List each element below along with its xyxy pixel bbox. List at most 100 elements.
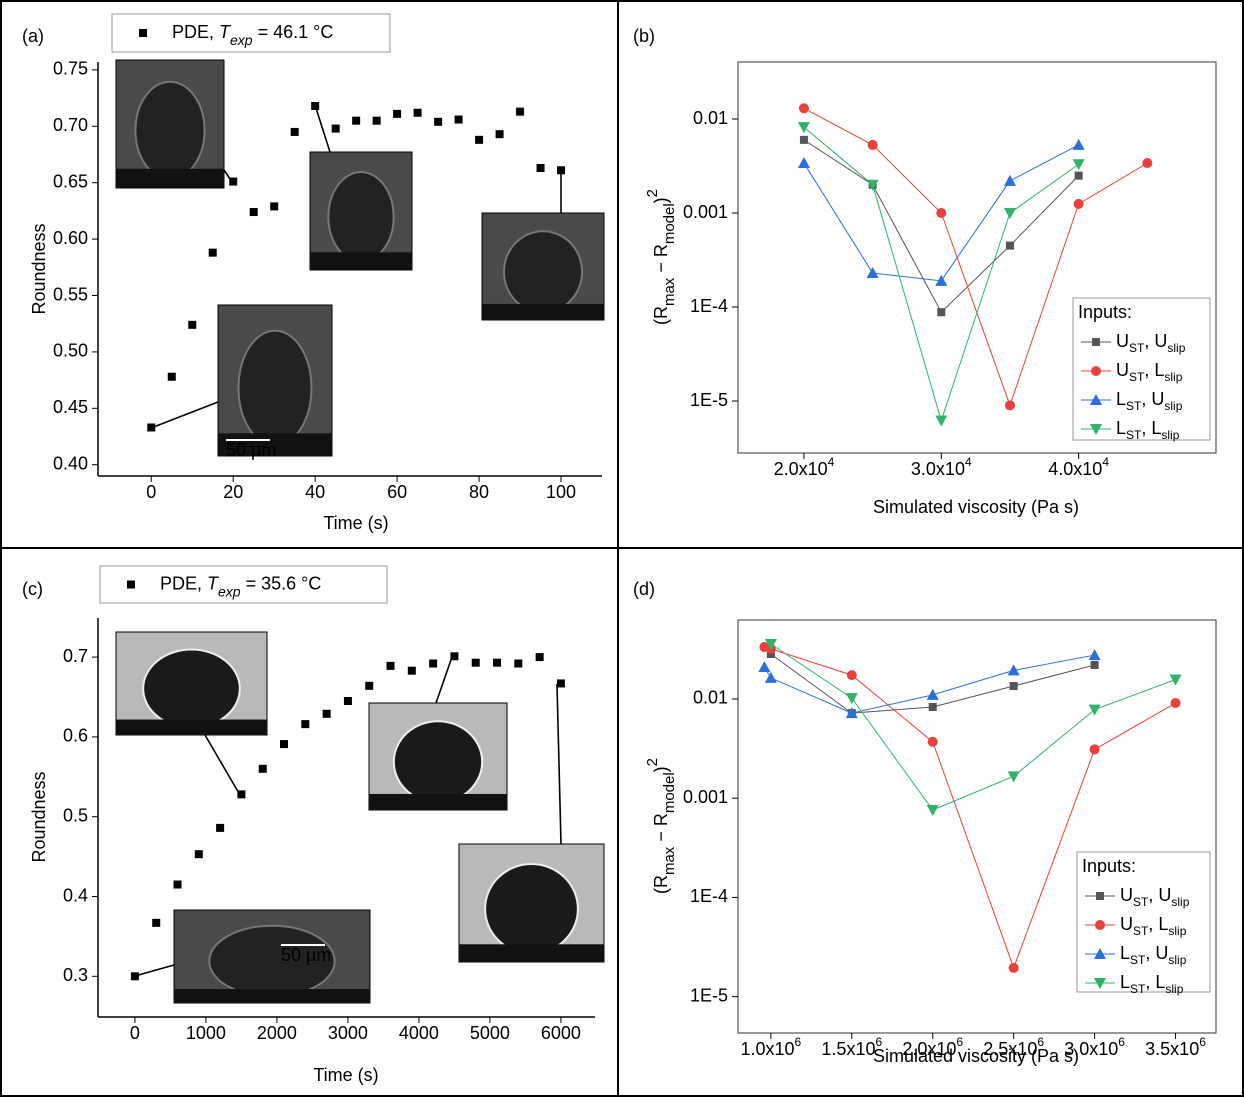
x-axis-title: Time (s)	[323, 513, 388, 533]
text-part: exp	[218, 583, 241, 599]
marker	[311, 101, 320, 110]
marker	[937, 308, 946, 317]
legend-label: LST, Uslip	[1120, 943, 1187, 967]
text-part: T	[219, 22, 232, 42]
text-part: )	[651, 766, 671, 772]
legend-box	[111, 13, 391, 53]
text-part: 1.5x10	[821, 1039, 875, 1059]
marker	[1142, 158, 1153, 169]
inset-droplet	[327, 171, 395, 263]
marker	[352, 116, 361, 125]
y-tick-label: 0.01	[693, 688, 728, 708]
marker	[1088, 649, 1101, 661]
x-tick-label: 80	[469, 482, 489, 502]
leader-line	[314, 104, 331, 153]
text-part: − R	[651, 244, 671, 278]
y-tick-label: 0.001	[683, 787, 728, 807]
text-part: max	[661, 846, 678, 875]
text-part: 3.5x10	[1145, 1039, 1199, 1059]
marker	[1072, 138, 1085, 150]
text-part: 2.0x10	[774, 459, 828, 479]
text-part: 4	[828, 455, 835, 469]
text-part: ST	[1130, 953, 1146, 967]
text-part: slip	[1171, 895, 1189, 909]
scale-bar-label: 50 µm	[226, 440, 276, 460]
text-part: ,	[1141, 418, 1151, 438]
text-part: ST	[1126, 428, 1142, 442]
marker	[846, 670, 857, 681]
marker	[450, 652, 459, 661]
marker	[926, 688, 939, 700]
marker	[386, 661, 395, 670]
text-part: ST	[1130, 982, 1146, 996]
x-tick-label: 2.0x106	[902, 1035, 963, 1059]
legend-label: LST, Lslip	[1116, 418, 1180, 442]
marker	[152, 918, 161, 927]
y-axis-title: Roundness	[29, 223, 49, 314]
marker	[237, 790, 246, 799]
marker	[1072, 159, 1085, 171]
x-tick-label: 4.0x104	[1048, 455, 1109, 479]
x-tick-label: 100	[546, 482, 576, 502]
marker	[1073, 198, 1084, 209]
y-tick-label: 0.5	[63, 805, 88, 825]
inset-substrate	[174, 989, 370, 1003]
marker	[1007, 664, 1020, 676]
text-part: ST	[1129, 341, 1145, 355]
text-part: ,	[1148, 914, 1158, 934]
marker	[413, 108, 422, 117]
text-part: ST	[1126, 399, 1142, 413]
y-tick-label: 0.6	[63, 726, 88, 746]
text-part: ,	[1141, 389, 1151, 409]
marker	[130, 972, 139, 981]
y-tick-label: 0.50	[53, 341, 88, 361]
marker	[936, 208, 947, 219]
x-tick-label: 5000	[470, 1023, 510, 1043]
text-part: = 46.1 °C	[253, 22, 334, 42]
legend-box	[99, 565, 388, 604]
plot-frame	[737, 61, 1217, 454]
text-part: − R	[651, 813, 671, 847]
marker	[764, 639, 777, 651]
series-line	[770, 643, 1176, 811]
marker	[434, 117, 443, 126]
y-tick-label: 1E-4	[690, 296, 728, 316]
text-part: 4.0x10	[1048, 459, 1102, 479]
text-part: L	[1120, 943, 1130, 963]
series-line	[803, 126, 1079, 423]
text-part: exp	[230, 32, 253, 48]
text-part: U	[1116, 360, 1129, 380]
text-part: slip	[1164, 399, 1182, 413]
marker	[208, 248, 217, 257]
x-tick-label: 3.5x106	[1145, 1035, 1206, 1059]
marker	[1089, 744, 1100, 755]
text-part: L	[1116, 418, 1126, 438]
y-tick-label: 1E-4	[690, 886, 728, 906]
plot-frame	[737, 619, 1217, 1034]
text-part: ,	[1144, 360, 1154, 380]
text-part: slip	[1168, 924, 1186, 938]
text-part: 2.5x10	[983, 1039, 1037, 1059]
x-tick-label: 4000	[399, 1023, 439, 1043]
marker	[1008, 962, 1019, 973]
marker	[147, 423, 156, 432]
text-part: L	[1158, 914, 1168, 934]
marker	[188, 320, 197, 329]
x-tick-label: 6000	[541, 1023, 581, 1043]
marker	[1094, 948, 1106, 959]
legend-title: Inputs:	[1082, 856, 1136, 876]
y-tick-label: 0.7	[63, 646, 88, 666]
marker	[928, 702, 937, 711]
marker	[495, 130, 504, 139]
marker	[249, 208, 258, 217]
x-tick-label: 60	[387, 482, 407, 502]
marker	[1095, 920, 1105, 930]
marker	[1003, 174, 1016, 186]
y-tick-label: 0.40	[53, 453, 88, 473]
series-line	[803, 139, 1079, 314]
text-part: ST	[1133, 895, 1149, 909]
y-tick-label: 0.55	[53, 284, 88, 304]
text-part: U	[1120, 885, 1133, 905]
